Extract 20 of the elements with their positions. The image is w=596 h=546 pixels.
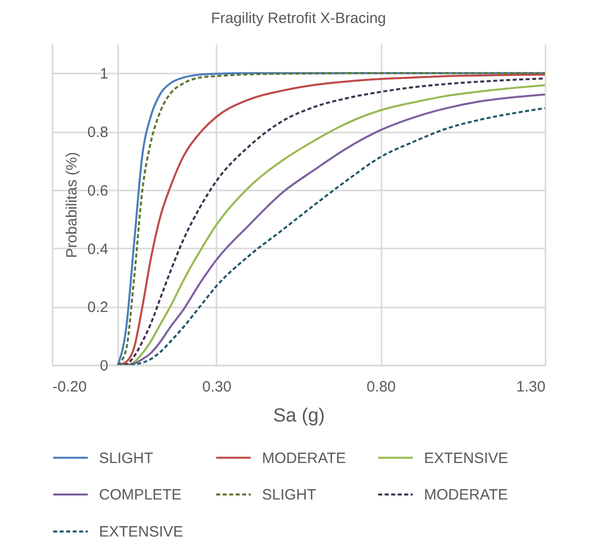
- x-tick-label: -0.20: [52, 378, 87, 396]
- y-tick-label: 0.4: [87, 240, 108, 258]
- x-tick-label: 1.30: [516, 378, 546, 396]
- legend-label: COMPLETE: [99, 486, 182, 504]
- y-tick-label: 0.6: [87, 182, 108, 200]
- y-tick-label: 1: [100, 66, 108, 83]
- y-tick-label: 0.2: [87, 299, 108, 316]
- legend-label: SLIGHT: [99, 450, 154, 467]
- x-tick-label: 0.80: [366, 378, 396, 396]
- x-axis-title: Sa (g): [273, 406, 325, 426]
- legend-label: MODERATE: [262, 450, 346, 467]
- chart-title: Fragility Retrofit X-Bracing: [210, 10, 386, 27]
- y-axis-title: Probabilitas (%): [63, 152, 80, 258]
- y-tick-label: 0: [100, 358, 108, 374]
- legend-label: EXTENSIVE: [424, 450, 508, 467]
- legend-label: MODERATE: [424, 486, 508, 504]
- legend-label: SLIGHT: [262, 486, 316, 504]
- y-tick-label: 0.8: [87, 124, 108, 142]
- legend-label: EXTENSIVE: [99, 524, 184, 540]
- x-tick-label: 0.30: [202, 378, 232, 396]
